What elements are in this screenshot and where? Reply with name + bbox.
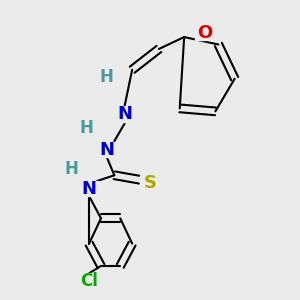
Bar	[98, 70, 116, 85]
Bar	[62, 162, 81, 177]
Bar	[115, 107, 134, 122]
Bar	[98, 142, 116, 158]
Text: H: H	[64, 160, 78, 178]
Text: N: N	[99, 141, 114, 159]
Bar	[140, 175, 160, 190]
Text: N: N	[117, 105, 132, 123]
Text: Cl: Cl	[80, 272, 98, 290]
Text: O: O	[197, 24, 213, 42]
Text: S: S	[143, 174, 157, 192]
Bar	[76, 273, 102, 288]
Bar	[80, 181, 99, 196]
Text: H: H	[100, 68, 114, 86]
Bar	[76, 120, 96, 135]
Text: N: N	[82, 180, 97, 198]
Bar	[196, 25, 214, 40]
Text: H: H	[79, 119, 93, 137]
